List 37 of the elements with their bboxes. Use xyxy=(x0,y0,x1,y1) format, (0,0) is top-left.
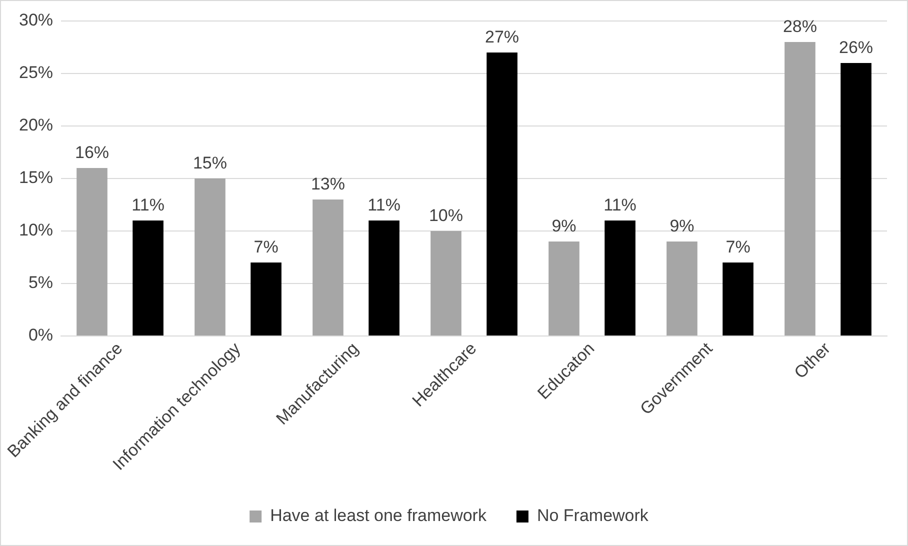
bar xyxy=(722,262,754,336)
bar xyxy=(430,230,462,336)
bar xyxy=(666,241,698,336)
data-label: 16% xyxy=(74,143,110,162)
bar xyxy=(312,199,344,336)
bar xyxy=(76,168,108,336)
bar xyxy=(604,220,636,336)
data-label: 15% xyxy=(192,154,228,173)
bar xyxy=(250,262,282,336)
data-label: 7% xyxy=(726,238,750,257)
data-label: 7% xyxy=(254,238,278,257)
data-label: 28% xyxy=(782,17,817,36)
legend-label: No Framework xyxy=(536,506,649,526)
legend-label: Have at least one framework xyxy=(270,506,487,526)
y-tick-label: 5% xyxy=(28,273,54,292)
bar xyxy=(368,220,400,336)
y-tick-label: 10% xyxy=(18,220,54,240)
data-label: 9% xyxy=(670,216,694,236)
data-label: 9% xyxy=(552,216,576,236)
bar xyxy=(132,220,164,336)
y-tick-label: 0% xyxy=(28,326,54,345)
data-label: 10% xyxy=(428,206,464,226)
bar xyxy=(194,178,226,336)
data-label: 11% xyxy=(368,196,400,215)
data-label: 13% xyxy=(310,174,346,194)
y-tick-label: 25% xyxy=(18,63,54,82)
data-label: 11% xyxy=(132,196,164,215)
bar xyxy=(486,52,518,336)
data-label: 26% xyxy=(839,38,874,58)
bar xyxy=(840,62,872,336)
y-tick-label: 15% xyxy=(18,168,54,188)
bar xyxy=(784,42,816,336)
data-label: 11% xyxy=(604,196,636,215)
y-tick-label: 20% xyxy=(18,116,54,135)
bar xyxy=(548,241,580,336)
data-label: 27% xyxy=(485,28,520,47)
y-tick-label: 30% xyxy=(18,10,54,30)
